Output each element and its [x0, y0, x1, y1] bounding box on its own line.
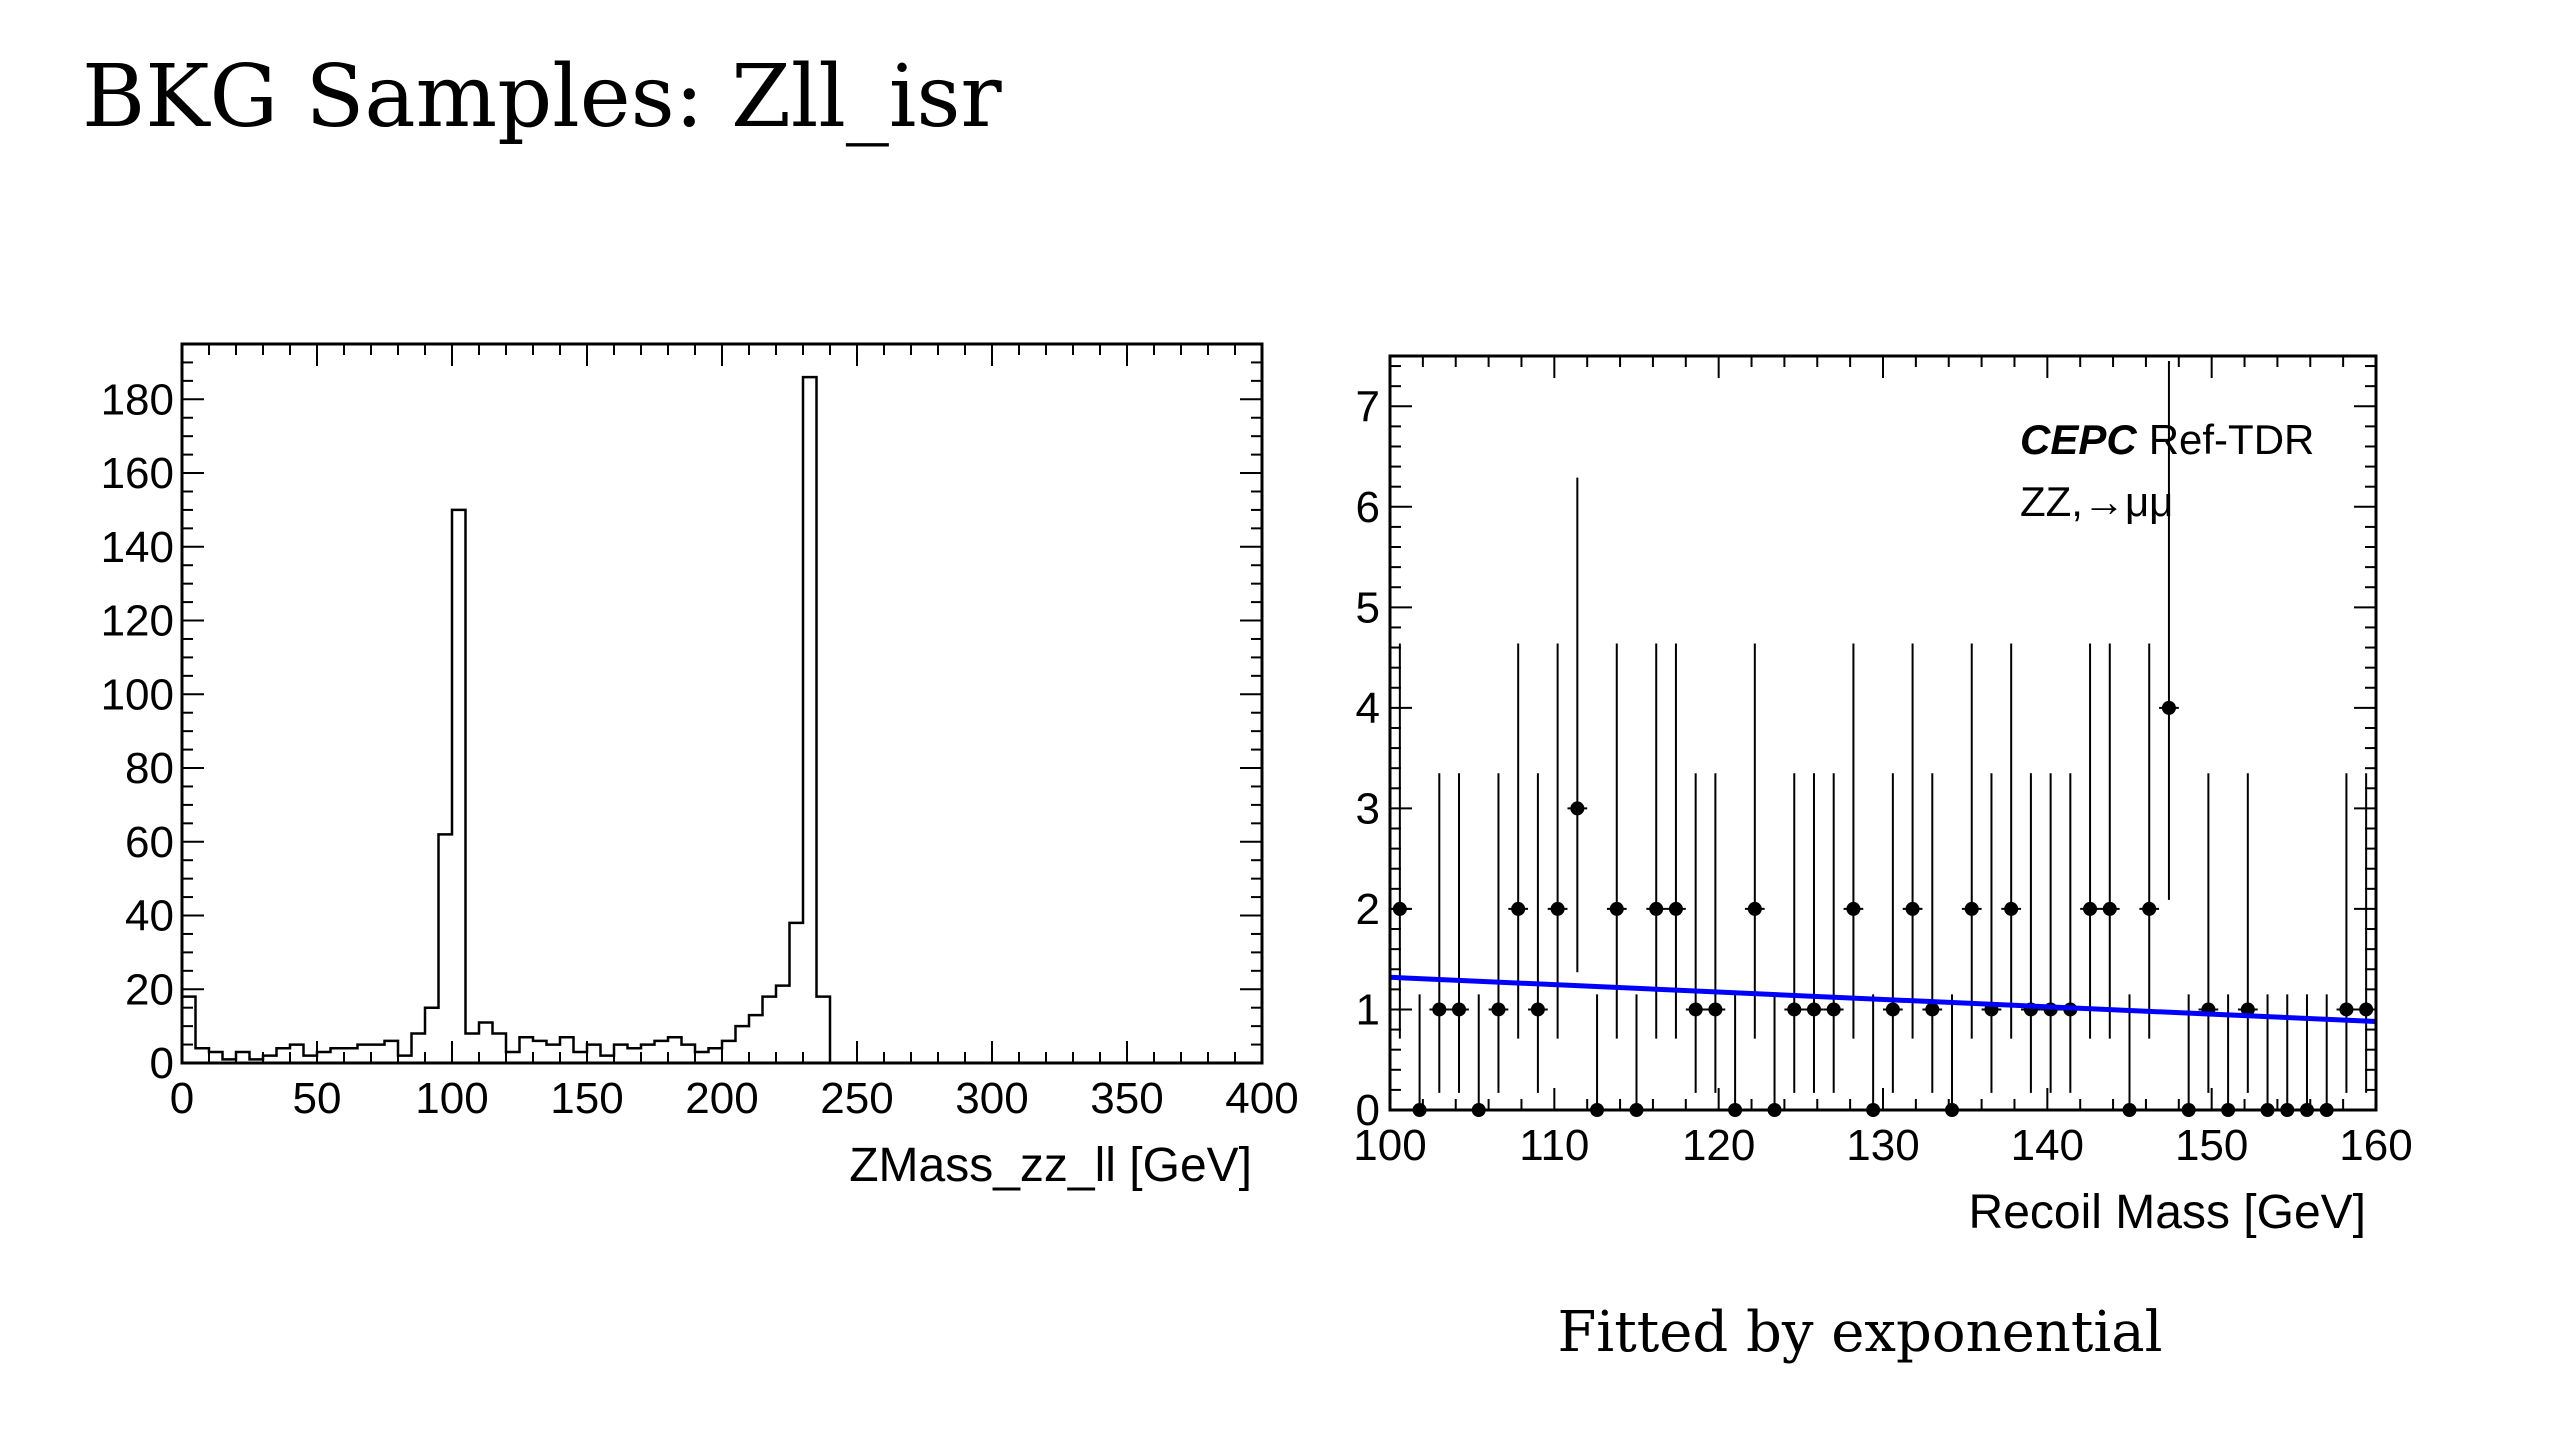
zmass-histogram-chart: 0 50 100 150 200 250 300 350 400 0 20 40 60 80 100 120 1…	[101, 342, 1299, 1192]
data-point	[1609, 901, 1624, 916]
data-point	[1806, 1002, 1821, 1017]
data-point	[1688, 1002, 1703, 1017]
y-tick-label: 140	[101, 523, 174, 572]
data-point	[2083, 901, 2098, 916]
y-tick-label: 2	[1356, 885, 1380, 934]
legend-experiment-line: CEPC Ref-TDR	[2020, 416, 2314, 463]
x-tick-label: 150	[550, 1074, 623, 1123]
right-tick-labels: 100 110 120 130 140 150 160 0 1 2 3 4 5 6 7	[1353, 382, 2412, 1170]
data-point	[1550, 901, 1565, 916]
data-point	[1452, 1002, 1467, 1017]
exponential-fit-line	[1389, 974, 2377, 1025]
y-tick-label: 0	[1356, 1086, 1380, 1135]
data-point	[2339, 1002, 2354, 1017]
data-point	[1925, 1002, 1940, 1017]
data-point	[1846, 901, 1861, 916]
left-tick-marks	[181, 343, 1263, 1064]
right-plot-frame	[1388, 354, 2378, 1112]
data-point	[1530, 1002, 1545, 1017]
y-tick-label: 60	[125, 818, 174, 867]
x-tick-label: 150	[2175, 1121, 2248, 1170]
x-tick-label: 200	[685, 1074, 758, 1123]
x-tick-label: 110	[1519, 1121, 1589, 1170]
recoil-mass-chart: 100 110 120 130 140 150 160 0 1 2 3 4 5 6 7 CEPC Ref-TD…	[1353, 354, 2413, 1239]
x-tick-label: 160	[2339, 1121, 2412, 1170]
legend-label: Ref-TDR	[2149, 416, 2315, 463]
data-point	[1491, 1002, 1506, 1017]
y-tick-label: 80	[125, 744, 174, 793]
data-point	[1964, 901, 1979, 916]
data-point	[2102, 901, 2117, 916]
left-histogram-bins	[180, 375, 844, 1065]
data-point	[1649, 901, 1664, 916]
data-point	[1668, 901, 1683, 916]
y-tick-label: 160	[101, 449, 174, 498]
y-tick-label: 180	[101, 375, 174, 424]
data-point	[1570, 801, 1585, 816]
x-tick-label: 250	[820, 1074, 893, 1123]
legend-experiment: CEPC	[2020, 416, 2137, 463]
x-tick-label: 350	[1090, 1074, 1163, 1123]
data-point	[2142, 901, 2157, 916]
y-tick-label: 4	[1356, 684, 1380, 733]
data-point	[1747, 901, 1762, 916]
data-point	[1787, 1002, 1802, 1017]
slide-title: BKG Samples: Zll_isr	[82, 47, 1002, 147]
x-tick-label: 100	[1353, 1121, 1426, 1170]
y-tick-label: 40	[125, 892, 174, 941]
x-tick-label: 140	[2011, 1121, 2084, 1170]
x-tick-label: 100	[415, 1074, 488, 1123]
left-plot-frame	[180, 342, 1264, 1065]
y-tick-label: 0	[150, 1039, 174, 1088]
data-point	[2004, 901, 2019, 916]
y-tick-label: 7	[1356, 382, 1380, 431]
data-point	[1511, 901, 1526, 916]
y-tick-label: 6	[1356, 483, 1380, 532]
data-point	[1392, 901, 1407, 916]
y-tick-label: 20	[125, 965, 174, 1014]
x-tick-label: 130	[1846, 1121, 1919, 1170]
x-tick-label: 300	[955, 1074, 1028, 1123]
data-point	[1885, 1002, 1900, 1017]
data-point	[1432, 1002, 1447, 1017]
data-point	[2359, 1002, 2374, 1017]
x-tick-label: 0	[170, 1074, 194, 1123]
x-tick-label: 400	[1225, 1074, 1298, 1123]
data-point	[2240, 1002, 2255, 1017]
y-tick-label: 3	[1356, 784, 1380, 833]
y-tick-label: 5	[1356, 583, 1380, 632]
data-point	[1905, 901, 1920, 916]
y-tick-label: 1	[1356, 985, 1380, 1034]
slide-caption: Fitted by exponential	[1557, 1300, 2163, 1365]
right-data-points	[1390, 361, 2376, 1117]
x-tick-label: 120	[1682, 1121, 1755, 1170]
left-tick-labels: 0 50 100 150 200 250 300 350 400 0 20 40 60 80 100 120 1…	[101, 375, 1299, 1123]
y-tick-label: 120	[101, 597, 174, 646]
data-point	[1708, 1002, 1723, 1017]
y-tick-label: 100	[101, 670, 174, 719]
left-x-axis-title: ZMass_zz_ll [GeV]	[849, 1139, 1252, 1192]
data-point	[2161, 700, 2176, 715]
data-point	[1826, 1002, 1841, 1017]
right-x-axis-title: Recoil Mass [GeV]	[1969, 1186, 2366, 1239]
histogram-outline	[180, 375, 844, 1065]
x-tick-label: 50	[293, 1074, 342, 1123]
legend-process: ZZ,→μμ	[2020, 478, 2173, 525]
